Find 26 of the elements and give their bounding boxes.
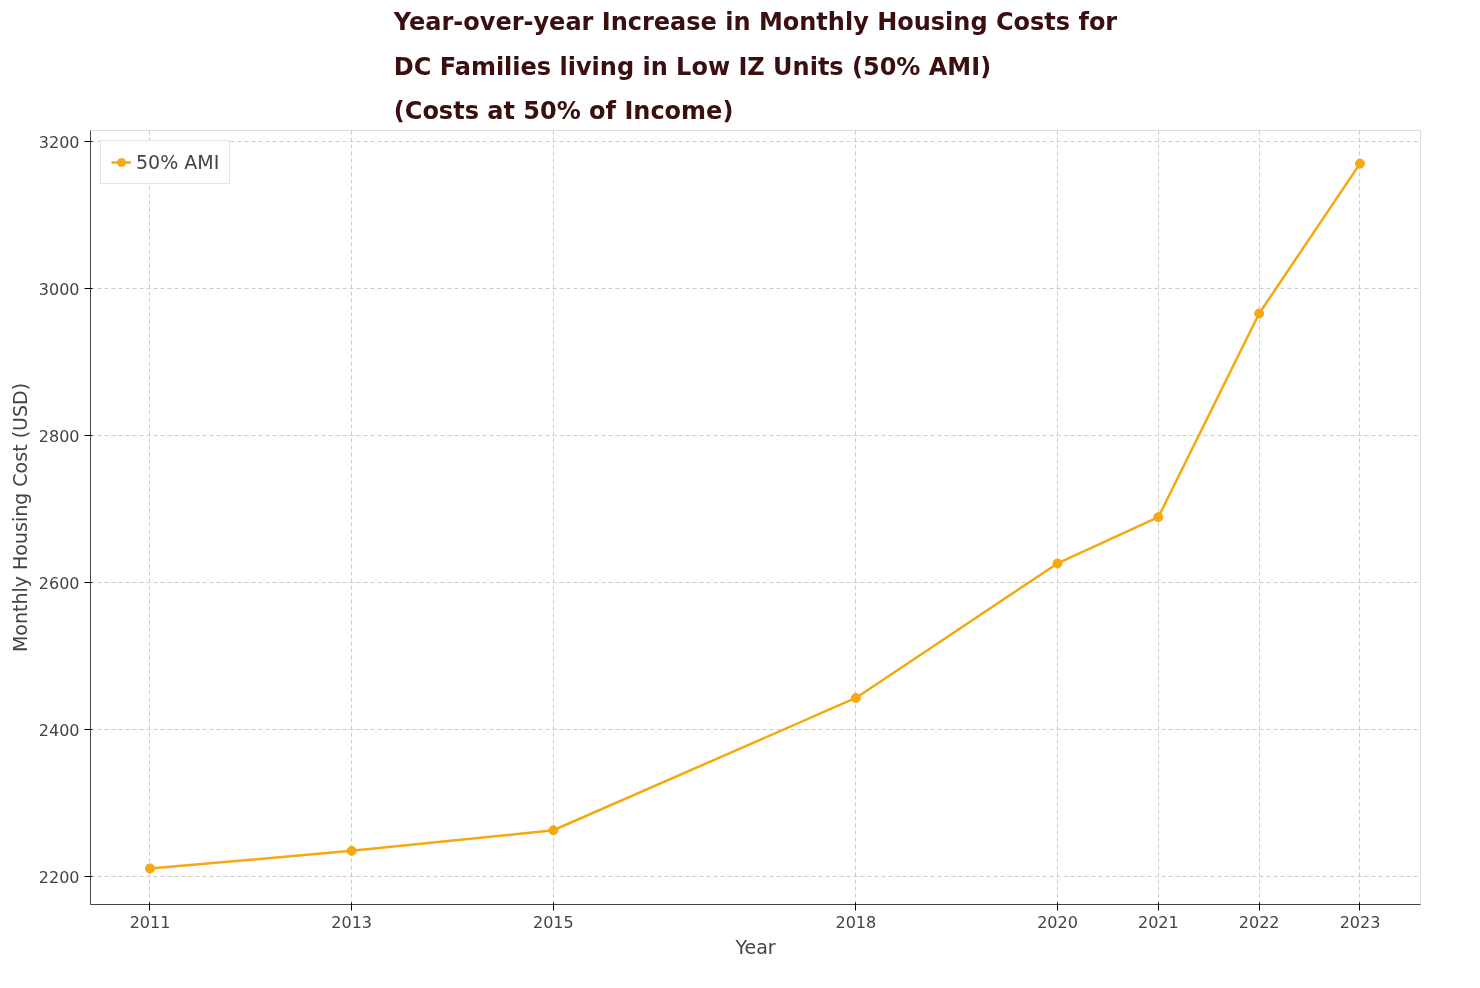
x-tick-label: 2011 <box>129 912 171 932</box>
x-axis-title: Year <box>734 935 776 958</box>
point <box>1052 558 1063 569</box>
point <box>346 845 357 856</box>
y-tick-label: 2800 <box>38 426 80 446</box>
point <box>1254 308 1265 319</box>
y-axis-title: Monthly Housing Cost (USD) <box>8 382 31 653</box>
chart-title: Year-over-year Increase in Monthly Housing Costs for DC Families living in Low IZ Units (50% AMI) (Costs at 50% of Income) <box>392 7 1118 126</box>
x-tick-label: 2020 <box>1037 912 1078 932</box>
point <box>548 825 559 836</box>
x-tick-label: 2021 <box>1137 912 1179 932</box>
y-tick-label: 3000 <box>38 279 80 299</box>
point <box>1355 158 1365 169</box>
x-tick-label: 2013 <box>331 912 373 932</box>
point <box>850 692 861 703</box>
point <box>1153 512 1164 523</box>
x-tick-label: 2023 <box>1339 912 1381 932</box>
legend-label: 50% AMI <box>136 151 220 173</box>
x-tick-label: 2022 <box>1238 912 1280 932</box>
x-tick-label: 2015 <box>532 912 574 932</box>
y-tick-label: 2400 <box>38 720 80 740</box>
point <box>144 863 155 874</box>
y-tick-label: 2600 <box>38 573 80 593</box>
y-tick-label: 2200 <box>38 867 80 887</box>
y-tick-label: 3200 <box>38 132 80 152</box>
x-tick-label: 2018 <box>835 912 877 932</box>
